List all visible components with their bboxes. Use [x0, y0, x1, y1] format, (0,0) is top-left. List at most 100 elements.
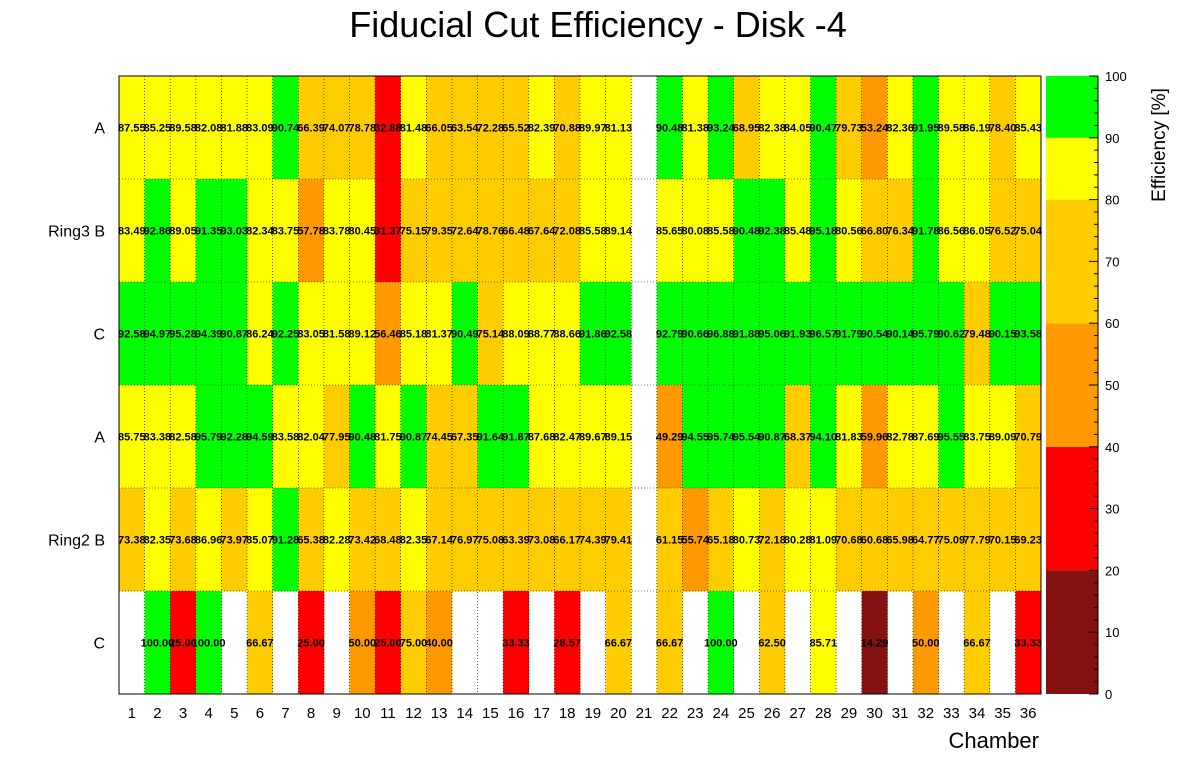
cell-value-label: 90.87 — [758, 432, 786, 444]
cell-value-label: 85.18 — [400, 329, 428, 341]
heatmap-cell-r3-c5 — [221, 282, 248, 386]
cell-value-label: 89.09 — [989, 432, 1017, 444]
cell-value-label: 67.14 — [425, 535, 453, 547]
heatmap-cell-r1-c31 — [887, 76, 914, 180]
cell-value-label: 74.39 — [579, 535, 607, 547]
y-axis-labels: A Ring3 B C A Ring2 B C — [48, 121, 105, 653]
heatmap-cell-r6-c22 — [656, 591, 683, 695]
cell-value-label: 94.59 — [246, 432, 274, 444]
cell-value-label: 74.07 — [323, 123, 351, 135]
cell-value-label: 79.41 — [605, 535, 633, 547]
heatmap-cell-r1-c5 — [221, 76, 248, 180]
x-tick-label: 24 — [713, 705, 730, 722]
cell-value-label: 79.73 — [835, 123, 863, 135]
heatmap-cell-r3-c29 — [836, 282, 863, 386]
cell-value-label: 72.28 — [477, 123, 505, 135]
x-tick-label: 31 — [892, 705, 909, 722]
cell-value-label: 82.35 — [144, 535, 172, 547]
heatmap-cell-r3-c3 — [170, 282, 197, 386]
x-tick-label: 11 — [380, 705, 396, 722]
x-tick-label: 14 — [456, 705, 473, 722]
colorbar-tick-label: 80 — [1105, 193, 1119, 208]
cell-value-label: 100.00 — [192, 638, 226, 650]
x-tick-label: 32 — [917, 705, 934, 722]
cell-value-label: 65.18 — [707, 535, 735, 547]
y-tick-label: A — [94, 121, 105, 138]
heatmap-cell-r1-c24 — [708, 76, 734, 180]
heatmap-cell-r4-c24 — [708, 385, 734, 489]
heatmap-cell-r4-c31 — [887, 385, 914, 489]
heatmap-cell-r1-c33 — [938, 76, 965, 180]
x-tick-label: 36 — [1020, 705, 1037, 722]
heatmap-cell-r4-c3 — [170, 385, 197, 489]
heatmap-cell-r5-c30 — [861, 488, 888, 592]
cell-value-label: 88.77 — [528, 329, 556, 341]
heatmap-cell-r2-c22 — [656, 179, 683, 283]
heatmap-cell-r3-c34 — [964, 282, 991, 386]
cell-value-label: 73.08 — [528, 535, 556, 547]
heatmap-cell-r4-c13 — [426, 385, 453, 489]
colorbar-band — [1046, 76, 1098, 138]
heatmap-cell-r1-c7 — [272, 76, 299, 180]
heatmap-cell-r4-c27 — [784, 385, 811, 489]
heatmap-cell-r1-c15 — [477, 76, 504, 180]
heatmap-cell-r3-c8 — [298, 282, 325, 386]
x-tick-label: 21 — [636, 705, 653, 722]
x-tick-label: 1 — [128, 705, 136, 722]
cell-value-labels: 87.5585.2589.5882.0881.8883.0990.7466.39… — [118, 123, 1043, 650]
cell-value-label: 95.79 — [195, 432, 223, 444]
heatmap-cell-r3-c1 — [119, 282, 145, 386]
heatmap-cell-r1-c4 — [195, 76, 222, 180]
heatmap-cell-r6-c26 — [759, 591, 786, 695]
cell-value-label: 90.62 — [938, 329, 966, 341]
cell-value-label: 78.78 — [349, 123, 377, 135]
heatmap-cell-r6-c12 — [400, 591, 427, 695]
cell-value-label: 95.28 — [169, 329, 197, 341]
heatmap-cell-r3-c31 — [887, 282, 914, 386]
cell-value-label: 89.14 — [605, 226, 633, 238]
cell-value-label: 85.25 — [144, 123, 172, 135]
heatmap-cell-r3-c4 — [195, 282, 222, 386]
heatmap-cell-r1-c6 — [247, 76, 273, 180]
cell-value-label: 86.56 — [938, 226, 966, 238]
cell-value-label: 89.58 — [938, 123, 966, 135]
heatmap-cell-r2-c36 — [1015, 179, 1042, 283]
cell-value-label: 73.97 — [220, 535, 248, 547]
cell-value-label: 86.19 — [963, 123, 991, 135]
heatmap-cell-r6-c8 — [298, 591, 325, 695]
heatmap-cell-r3-c33 — [938, 282, 965, 386]
heatmap-cell-r1-c27 — [784, 76, 811, 180]
cell-value-label: 76.52 — [989, 226, 1017, 238]
cell-value-label: 93.24 — [707, 123, 735, 135]
heatmap-cell-r2-c18 — [554, 179, 581, 283]
cell-value-label: 75.00 — [400, 638, 428, 650]
heatmap-cell-r2-c10 — [349, 179, 376, 283]
heatmap-cell-r4-c23 — [682, 385, 709, 489]
heatmap-cell-r4-c11 — [375, 385, 402, 489]
x-tick-label: 30 — [866, 705, 883, 722]
cell-value-label: 61.15 — [656, 535, 684, 547]
cell-value-label: 82.35 — [400, 535, 428, 547]
heatmap-cell-r4-c7 — [272, 385, 299, 489]
x-tick-label: 33 — [943, 705, 960, 722]
cell-value-label: 82.47 — [553, 432, 581, 444]
x-tick-label: 17 — [533, 705, 550, 722]
x-tick-label: 34 — [969, 705, 986, 722]
cell-value-label: 89.58 — [169, 123, 197, 135]
cell-value-label: 90.74 — [272, 123, 300, 135]
cell-value-label: 89.05 — [169, 226, 197, 238]
heatmap-cell-r3-c15 — [477, 282, 504, 386]
cell-value-label: 90.15 — [989, 329, 1017, 341]
colorbar-tick-label: 70 — [1105, 254, 1119, 269]
cell-value-label: 57.78 — [297, 226, 325, 238]
heatmap-cell-r4-c25 — [733, 385, 760, 489]
cell-value-label: 82.38 — [758, 123, 786, 135]
heatmap-cell-r4-c32 — [912, 385, 939, 489]
cell-value-label: 70.15 — [989, 535, 1017, 547]
cell-value-label: 72.64 — [451, 226, 479, 238]
cell-value-label: 90.49 — [451, 329, 479, 341]
cell-value-label: 65.98 — [886, 535, 914, 547]
colorbar: 0 10 20 30 40 50 60 70 80 90 100 — [1046, 69, 1127, 702]
cell-value-label: 67.35 — [451, 432, 479, 444]
cell-value-label: 25.00 — [374, 638, 402, 650]
